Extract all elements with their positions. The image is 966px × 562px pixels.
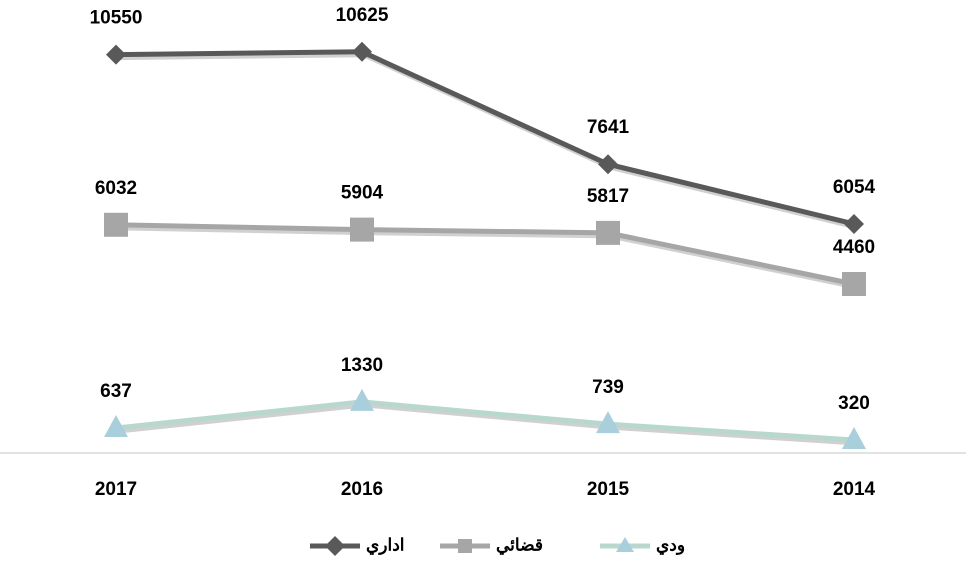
marker xyxy=(106,44,126,65)
data-label: 5817 xyxy=(587,186,629,207)
data-label: 320 xyxy=(838,393,870,414)
data-label: 1330 xyxy=(341,355,383,376)
marker xyxy=(842,272,866,297)
data-label: 637 xyxy=(100,381,132,402)
line-shadow xyxy=(117,52,857,230)
series-line xyxy=(115,222,855,287)
data-label: 6054 xyxy=(833,177,876,198)
data-label: 7641 xyxy=(587,117,630,138)
marker xyxy=(325,536,345,556)
marker xyxy=(350,217,374,242)
marker xyxy=(104,212,128,237)
line-shadow xyxy=(117,402,857,446)
marker xyxy=(596,411,620,434)
marker xyxy=(352,41,372,62)
legend-label: ودي xyxy=(656,535,685,555)
marker xyxy=(842,426,866,449)
marker xyxy=(596,220,620,245)
marker xyxy=(616,537,634,552)
legend-label: قضائي xyxy=(496,535,543,555)
data-label: 10625 xyxy=(336,5,389,26)
data-label: 4460 xyxy=(833,237,875,258)
data-label: 739 xyxy=(592,377,624,398)
x-tick-label: 2017 xyxy=(95,479,137,500)
data-label: 10550 xyxy=(90,8,143,29)
data-label: 5904 xyxy=(341,183,384,204)
marker xyxy=(458,539,472,553)
series-line xyxy=(115,49,855,227)
line-shadow xyxy=(117,225,857,290)
marker xyxy=(844,213,864,234)
series-line xyxy=(115,399,855,443)
marker xyxy=(350,388,374,411)
marker xyxy=(104,415,128,438)
x-tick-label: 2015 xyxy=(587,479,630,500)
x-tick-label: 2014 xyxy=(833,479,876,500)
x-tick-label: 2016 xyxy=(341,479,383,500)
marker xyxy=(598,154,618,175)
data-label: 6032 xyxy=(95,178,137,199)
legend-label: اداري xyxy=(366,535,405,555)
